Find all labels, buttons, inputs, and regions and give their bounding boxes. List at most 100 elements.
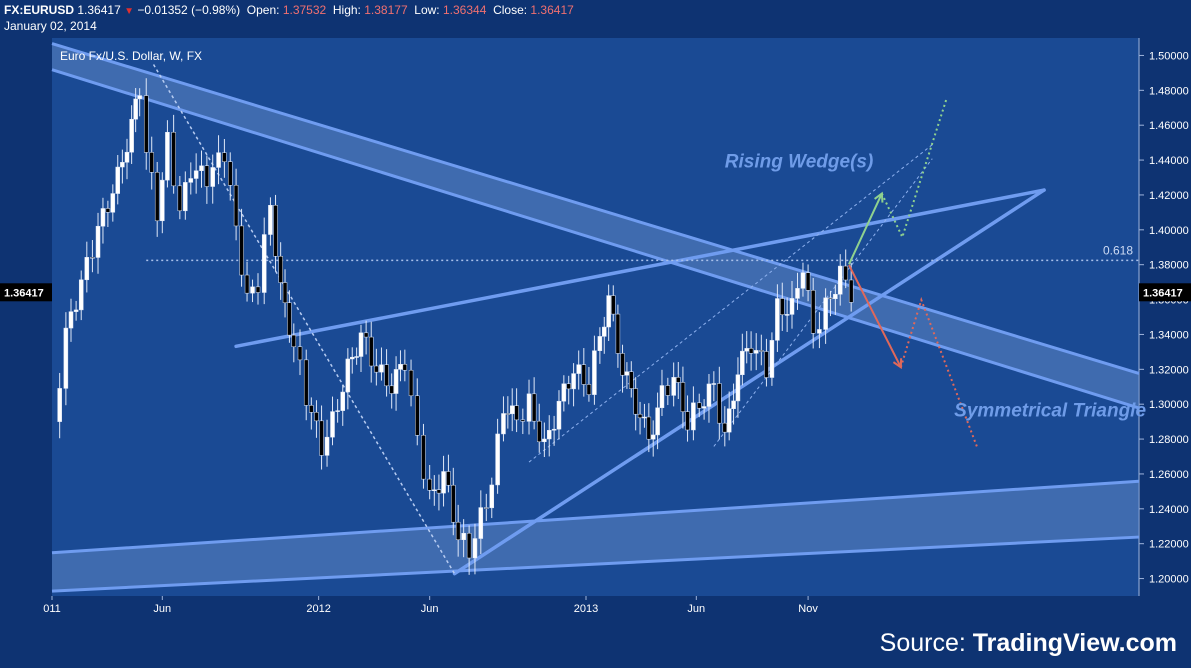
candle-body bbox=[193, 170, 199, 179]
candle-body bbox=[789, 298, 795, 315]
candle-body bbox=[685, 411, 690, 431]
candle-body bbox=[324, 436, 330, 456]
candle-body bbox=[748, 348, 754, 354]
candle-body bbox=[726, 408, 732, 433]
candle-body bbox=[848, 279, 854, 303]
candle-body bbox=[624, 371, 630, 376]
candle-body bbox=[759, 350, 764, 352]
y-tick-label: 1.30000 bbox=[1149, 399, 1189, 411]
candle-body bbox=[828, 297, 833, 300]
candle-body bbox=[314, 412, 319, 422]
candle-body bbox=[354, 356, 359, 358]
candle-body bbox=[717, 383, 722, 424]
arrow-shaft bbox=[848, 264, 902, 368]
candle-body bbox=[233, 185, 239, 227]
candle-body bbox=[165, 131, 170, 181]
candle-body bbox=[261, 234, 267, 293]
candle-body bbox=[520, 419, 526, 422]
candle-body bbox=[415, 395, 420, 436]
candle-body bbox=[722, 422, 728, 433]
candle-body bbox=[505, 413, 511, 415]
candle-body bbox=[784, 314, 790, 316]
candle-body bbox=[592, 350, 597, 395]
x-tick-label: Jun bbox=[687, 603, 705, 615]
candle-body bbox=[244, 274, 250, 294]
candle-body bbox=[805, 272, 811, 291]
candle-body bbox=[650, 434, 656, 440]
candle-body bbox=[73, 309, 79, 312]
candle-body bbox=[671, 377, 676, 396]
down-triangle-icon: ▼ bbox=[124, 6, 134, 17]
candle-body bbox=[466, 532, 472, 559]
swing-line bbox=[152, 64, 456, 575]
high-label: High: bbox=[332, 3, 361, 17]
candle-body bbox=[484, 507, 489, 509]
rising-wedge-label: Rising Wedge(s) bbox=[725, 151, 874, 172]
candle-body bbox=[330, 411, 335, 438]
candle-body bbox=[408, 369, 414, 397]
candle-body bbox=[537, 420, 542, 443]
wedge-upper-line bbox=[528, 144, 933, 463]
candle-body bbox=[319, 420, 324, 456]
candle-body bbox=[833, 294, 838, 300]
open-label: Open: bbox=[246, 3, 280, 17]
y-axis: 1.50000 1.48000 1.46000 1.44000 1.42000 1.400… bbox=[1139, 50, 1189, 586]
candle-body bbox=[90, 257, 95, 259]
last-price-tag-left: 1.36417 bbox=[0, 283, 52, 302]
candle-body bbox=[455, 521, 461, 541]
quote-line: FX:EURUSD 1.36417 ▼ −0.01352 (−0.98%) Op… bbox=[4, 3, 574, 17]
y-tick-label: 1.20000 bbox=[1149, 574, 1189, 586]
x-tick-label: Nov bbox=[798, 603, 818, 615]
y-tick-label: 1.38000 bbox=[1149, 260, 1189, 272]
candle-body bbox=[63, 327, 69, 389]
quote-header: FX:EURUSD 1.36417 ▼ −0.01352 (−0.98%) Op… bbox=[0, 0, 1191, 38]
candle-body bbox=[340, 391, 345, 411]
candle-body bbox=[183, 182, 188, 212]
candle-body bbox=[345, 358, 351, 393]
arrow-shaft bbox=[848, 193, 883, 265]
channel-line bbox=[51, 479, 1140, 555]
candle-body bbox=[556, 400, 562, 430]
candle-body bbox=[665, 385, 671, 396]
candle-body bbox=[551, 428, 557, 431]
candle-body bbox=[349, 356, 355, 360]
candle-body bbox=[188, 178, 194, 183]
price-chart[interactable]: 0.618 Rising Wedge(s) Symmetrical Triangle… bbox=[0, 38, 1191, 668]
candle-body bbox=[222, 152, 227, 162]
candle-body bbox=[576, 364, 581, 374]
candle-body bbox=[100, 208, 106, 227]
candles bbox=[57, 78, 854, 575]
candle-body bbox=[680, 382, 686, 412]
candle-body bbox=[291, 334, 297, 348]
candle-body bbox=[384, 364, 389, 387]
candle-body bbox=[282, 282, 288, 304]
last-price-tag-right: 1.36417 bbox=[1139, 283, 1191, 302]
candle-body bbox=[817, 329, 822, 334]
candle-body bbox=[393, 369, 399, 394]
candle-body bbox=[432, 489, 437, 492]
candle-body bbox=[795, 288, 800, 299]
candle-body bbox=[606, 295, 611, 328]
y-tick-label: 1.34000 bbox=[1149, 329, 1189, 341]
symbol-label[interactable]: FX:EURUSD bbox=[4, 3, 75, 17]
x-axis: 011 Jun 2012 Jun 2013 Jun Nov bbox=[43, 596, 818, 615]
candle-body bbox=[489, 484, 495, 509]
low-value: 1.36344 bbox=[443, 3, 487, 17]
channel-line bbox=[51, 42, 1140, 375]
candle-body bbox=[740, 350, 745, 375]
candle-body bbox=[115, 166, 120, 194]
candle-body bbox=[389, 385, 394, 394]
price-change: −0.01352 (−0.98%) bbox=[137, 3, 241, 17]
resistance-channel-edges bbox=[51, 42, 1140, 410]
resistance-channel bbox=[52, 43, 1139, 408]
candle-body bbox=[154, 172, 160, 222]
candle-body bbox=[597, 336, 603, 351]
candle-body bbox=[446, 471, 451, 486]
candle-body bbox=[303, 359, 309, 406]
source-brand: TradingView.com bbox=[972, 629, 1177, 657]
bar-date: January 02, 2014 bbox=[4, 19, 97, 33]
bearish-projection bbox=[899, 296, 978, 447]
candle-body bbox=[753, 350, 759, 354]
y-tick-label: 1.28000 bbox=[1149, 434, 1189, 446]
candle-body bbox=[84, 257, 90, 281]
